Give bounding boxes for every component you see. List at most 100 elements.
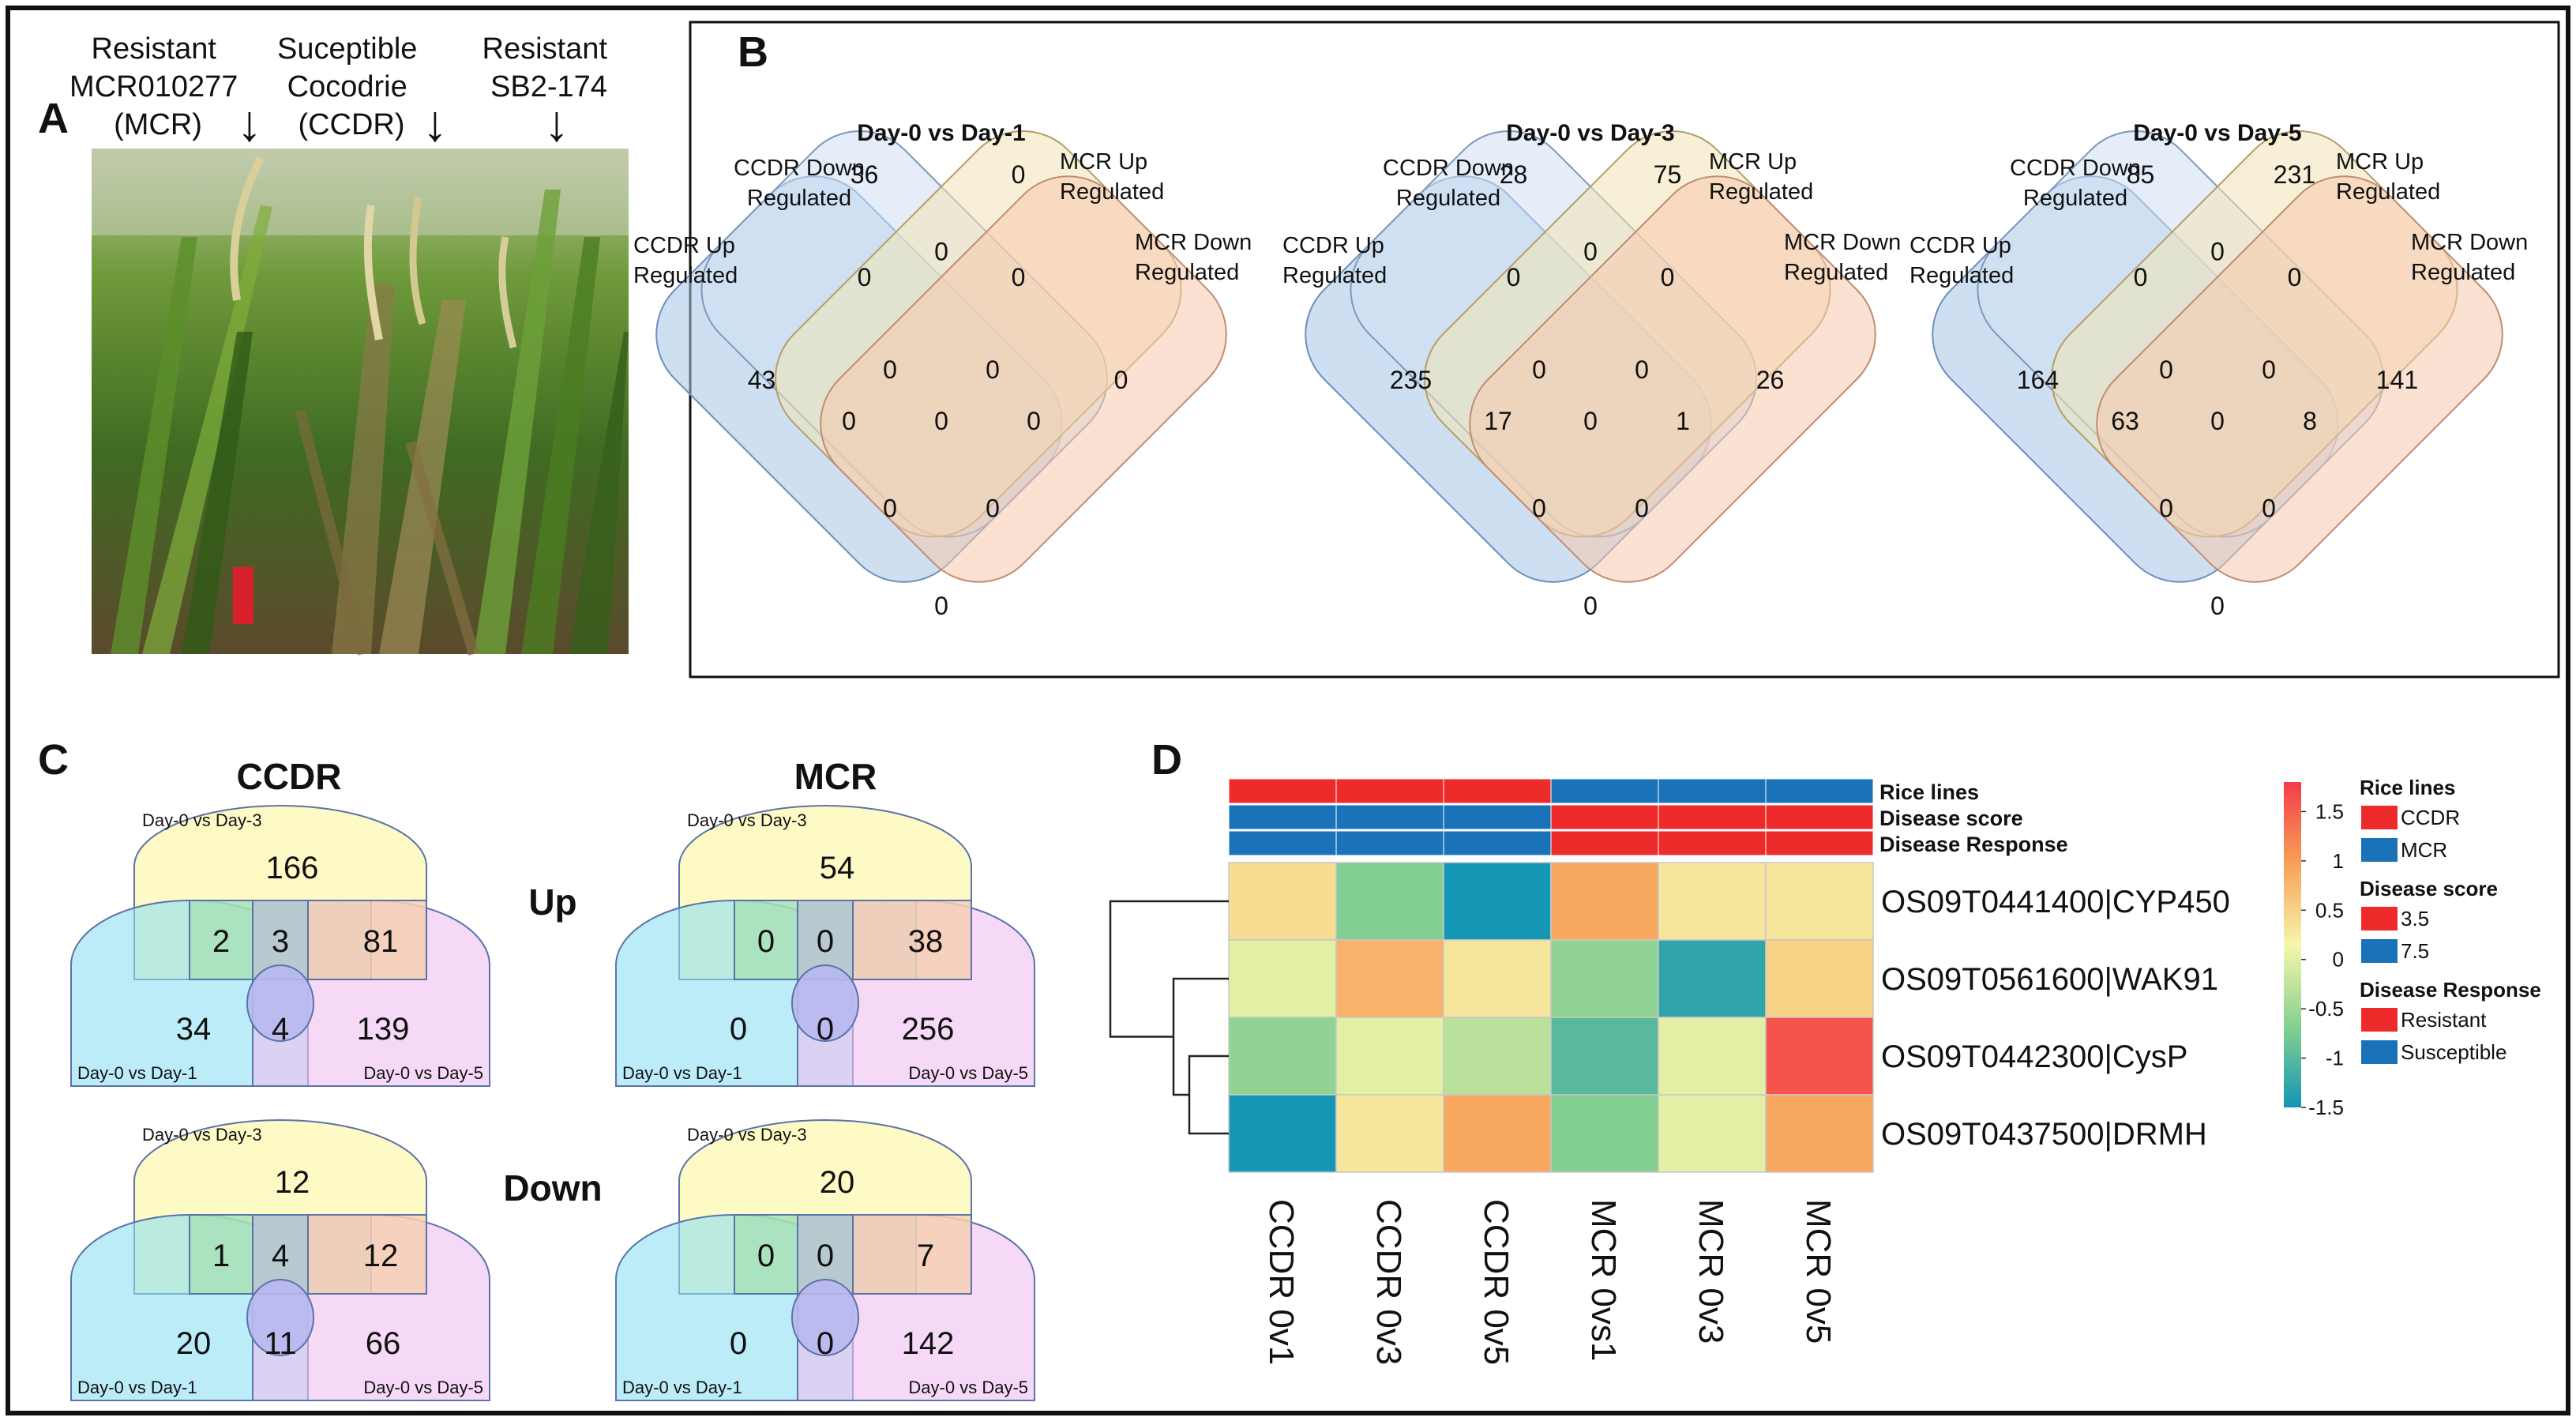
label-mcr-down: MCR Down [2411,230,2528,255]
set-label-day5: Day-0 vs Day-5 [363,1063,483,1083]
column-label: CCDR 0v3 [1369,1199,1408,1365]
annotation-cell [1658,778,1767,804]
venn-count: 0 [1635,355,1649,384]
heatmap-cell [1335,862,1444,941]
label-ccdr-down: Regulated [747,186,851,211]
label-ccdr-down: CCDR Down [2010,156,2141,181]
venn-count: 0 [1507,263,1521,291]
annotation-cell [1228,804,1337,830]
annotation-cell [1765,830,1874,856]
venn-count: 0 [986,494,1000,523]
label-mcr-up: MCR Up [2336,149,2424,175]
count-all: 0 [817,1239,834,1273]
heatmap-cell [1335,1094,1444,1173]
row-label-down: Down [503,1167,602,1209]
set-label-day3: Day-0 vs Day-3 [687,1125,807,1145]
legend-item-label: MCR [2401,838,2447,862]
region-d1-d5 [246,1279,314,1356]
legend-swatch [2361,939,2398,963]
label-line: Resistant [92,32,217,66]
panel-letter-b: B [738,28,768,76]
annotation-cell [1443,778,1552,804]
annotation-track-label: Disease Response [1879,833,2068,856]
heatmap-cell [1550,939,1659,1018]
legend-item-label: 7.5 [2401,939,2429,963]
row-label-up: Up [528,882,576,923]
count-d3-d5: 38 [908,924,944,959]
venn-count: 0 [858,263,872,291]
annotation-track-label: Rice lines [1879,780,1979,804]
set-label-day5: Day-0 vs Day-5 [908,1378,1028,1397]
heatmap-cell [1550,862,1659,941]
venn-count: 0 [883,355,897,384]
venn-count: 0 [1114,366,1128,394]
figure-border [6,6,2570,1415]
count-d3-d5: 81 [363,924,399,959]
heatmap-cell [1443,862,1552,941]
venn-count: 0 [2210,592,2225,620]
scale-tick-label: 0 [2333,948,2344,972]
label-line: MCR010277 [69,70,238,103]
label-ccdr-up: CCDR Up [1282,233,1384,258]
count-day1: 0 [730,1326,747,1361]
annotation-cell [1335,778,1444,804]
down-arrow-icon: ↓ [237,95,262,152]
set-label-day3: Day-0 vs Day-3 [142,810,262,830]
set-label-day5: Day-0 vs Day-5 [363,1378,483,1397]
heatmap-cell [1658,1017,1767,1096]
legend-item-label: Susceptible [2401,1040,2507,1064]
heatmap-cell [1335,1017,1444,1096]
legend-item-label: 3.5 [2401,907,2429,930]
count-all: 0 [817,924,834,959]
venn-title: Day-0 vs Day-3 [1506,120,1674,146]
column-label: CCDR 0v1 [1262,1199,1301,1365]
count-d3-d5: 12 [363,1239,399,1273]
heatmap-cell [1335,939,1444,1018]
heatmap-cell [1228,939,1337,1018]
venn-count: 0 [934,407,948,435]
scale-tick-label: -1 [2326,1047,2344,1070]
annotation-cell [1658,830,1767,856]
region-d3-d5 [852,1214,972,1295]
venn-count: 0 [883,494,897,523]
legend-swatch [2361,1040,2398,1064]
count-day3: 20 [820,1165,855,1200]
down-arrow-icon: ↓ [544,95,569,152]
annotation-cell [1550,778,1659,804]
region-d3-d5 [852,900,972,980]
heatmap-cell [1765,1094,1874,1173]
panel-letter-d: D [1151,736,1182,784]
annotation-cell [1335,830,1444,856]
scale-tick-label: -1.5 [2308,1096,2344,1119]
label-ccdr-down: Regulated [2023,186,2127,211]
header-ccdr: CCDR [237,756,342,797]
set-label-day1: Day-0 vs Day-1 [622,1063,742,1083]
heatmap-cell [1443,1017,1552,1096]
venn-count: 75 [1654,160,1682,189]
label-ccdr-up: CCDR Up [1909,233,2011,258]
column-label: MCR 0v3 [1692,1199,1730,1344]
header-mcr: MCR [794,756,877,797]
scale-tick-label: 0.5 [2315,898,2344,922]
annotation-cell [1550,830,1659,856]
scale-tick-label: 1 [2333,849,2344,873]
heatmap-cell [1658,939,1767,1018]
legend-swatch [2361,806,2398,829]
scale-tick-label: 1.5 [2315,799,2344,823]
venn-count: 0 [2262,355,2276,384]
count-day5: 142 [902,1326,955,1361]
venn-count: 0 [1635,494,1649,523]
row-label: OS09T0437500|DRMH [1881,1117,2207,1152]
column-label: CCDR 0v5 [1477,1199,1515,1365]
venn-count: 0 [2210,407,2225,435]
heatmap-cell [1550,1017,1659,1096]
set-label-day3: Day-0 vs Day-3 [142,1125,262,1145]
legend-swatch [2361,907,2398,930]
panel-letter-a: A [38,95,69,142]
venn-count: 1 [1676,407,1690,435]
annotation-cell [1550,804,1659,830]
legend-title: Rice lines [2360,776,2455,799]
